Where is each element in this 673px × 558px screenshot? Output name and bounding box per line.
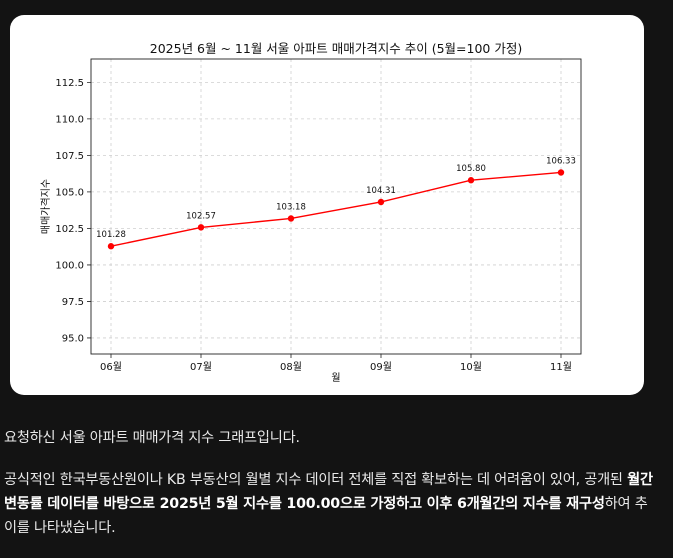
y-tick-label: 102.5 xyxy=(55,224,84,235)
data-point xyxy=(287,215,295,222)
body-text-end: 하여 추이를 나타냈습니다. xyxy=(4,496,648,536)
data-label: 103.18 xyxy=(276,202,306,212)
y-tick-label: 100.0 xyxy=(55,260,84,271)
assistant-message-intro: 요청하신 서울 아파트 매매가격 지수 그래프입니다. xyxy=(4,426,654,450)
chart-card: 95.0 97.5 100.0 102.5 105.0 107.5 110.0 112.5 06… xyxy=(10,15,644,395)
y-tick-label: 105.0 xyxy=(55,187,84,198)
intro-text: 요청하신 서울 아파트 매매가격 지수 그래프입니다. xyxy=(4,430,300,446)
body-text-bold: 월간 변동률 데이터를 바탕으로 2025년 5월 지수를 100.00으로 가… xyxy=(4,472,653,512)
data-point xyxy=(107,243,115,250)
data-point xyxy=(557,169,565,176)
data-point xyxy=(197,224,205,231)
x-tick-label: 08월 xyxy=(280,361,302,373)
data-label: 106.33 xyxy=(546,156,576,166)
line-chart: 95.0 97.5 100.0 102.5 105.0 107.5 110.0 112.5 06… xyxy=(39,41,582,384)
data-label: 102.57 xyxy=(186,211,216,221)
x-tick-label: 11월 xyxy=(550,361,572,373)
x-tick-label: 06월 xyxy=(100,361,122,373)
y-tick-label: 107.5 xyxy=(55,151,84,162)
chart-title: 2025년 6월 ~ 11월 서울 아파트 매매가격지수 추이 (5월=100 … xyxy=(150,41,522,56)
x-tick-label: 07월 xyxy=(190,361,212,373)
assistant-message-body: 공식적인 한국부동산원이나 KB 부동산의 월별 지수 데이터 전체를 직접 확… xyxy=(4,468,654,540)
x-tick-label: 10월 xyxy=(460,361,482,373)
y-tick-label: 95.0 xyxy=(62,333,84,344)
y-tick-label: 97.5 xyxy=(62,297,84,308)
data-label: 104.31 xyxy=(366,186,396,196)
body-text-start: 공식적인 한국부동산원이나 KB 부동산의 월별 지수 데이터 전체를 직접 확… xyxy=(4,472,628,488)
data-point xyxy=(467,177,475,184)
series-line xyxy=(110,171,562,247)
x-tick-label: 09월 xyxy=(370,361,392,373)
data-point xyxy=(377,198,385,206)
data-label: 101.28 xyxy=(96,230,126,240)
plot-frame xyxy=(90,58,582,355)
y-tick-label: 110.0 xyxy=(55,114,84,125)
y-axis-label: 매매가격지수 xyxy=(39,179,52,234)
y-tick-label: 112.5 xyxy=(55,78,84,89)
data-label: 105.80 xyxy=(456,164,486,174)
x-axis-label: 월 xyxy=(331,372,340,384)
